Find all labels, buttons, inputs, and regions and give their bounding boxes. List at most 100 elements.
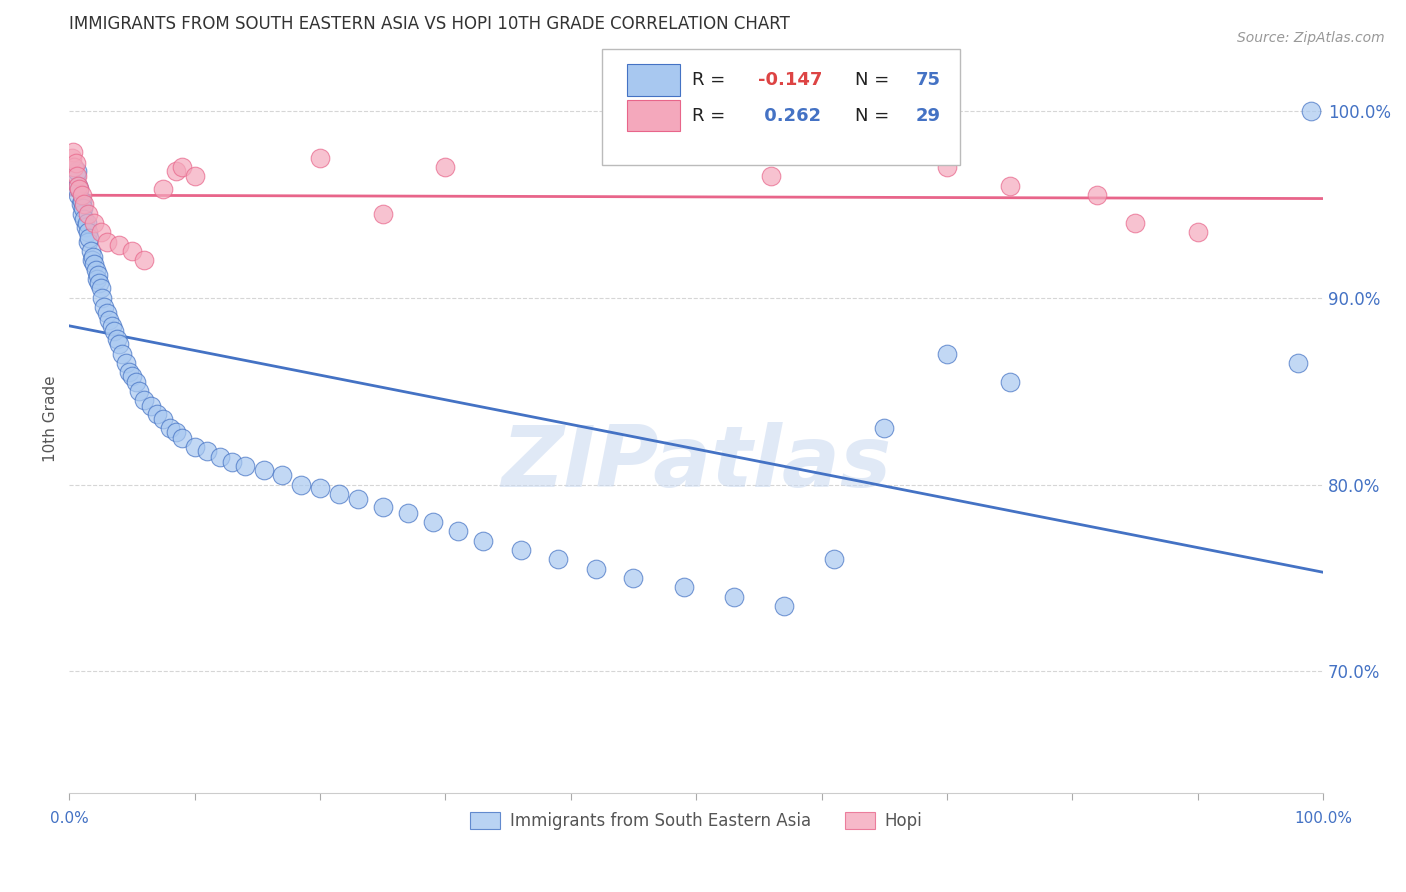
Text: R =: R = xyxy=(692,106,731,125)
Point xyxy=(183,440,205,454)
Point xyxy=(290,477,312,491)
Point xyxy=(103,325,125,339)
Point xyxy=(309,151,332,165)
Point xyxy=(328,487,350,501)
Point xyxy=(128,384,150,399)
Point xyxy=(62,145,84,160)
Point xyxy=(172,431,194,445)
Point xyxy=(118,366,141,380)
Point xyxy=(121,369,143,384)
Point xyxy=(66,188,89,202)
Y-axis label: 10th Grade: 10th Grade xyxy=(44,376,58,462)
Point xyxy=(65,156,87,170)
Point xyxy=(70,207,93,221)
Point xyxy=(80,253,103,268)
Point xyxy=(509,542,531,557)
Text: N =: N = xyxy=(855,71,896,89)
Text: 29: 29 xyxy=(915,106,941,125)
Text: Source: ZipAtlas.com: Source: ZipAtlas.com xyxy=(1237,31,1385,45)
Point xyxy=(105,332,128,346)
Point xyxy=(114,356,136,370)
Point xyxy=(723,590,745,604)
Point xyxy=(998,375,1021,389)
Point xyxy=(86,272,108,286)
Point xyxy=(623,571,645,585)
Point xyxy=(183,169,205,184)
Point xyxy=(396,506,419,520)
Point xyxy=(146,407,169,421)
Point xyxy=(134,393,156,408)
Point xyxy=(773,599,796,613)
Point xyxy=(66,163,89,178)
Point xyxy=(79,231,101,245)
Point xyxy=(823,552,845,566)
Point xyxy=(134,253,156,268)
Point xyxy=(125,375,148,389)
Point xyxy=(165,425,187,440)
Point xyxy=(108,337,131,351)
Legend: Immigrants from South Eastern Asia, Hopi: Immigrants from South Eastern Asia, Hopi xyxy=(464,805,929,837)
Point xyxy=(84,262,107,277)
Point xyxy=(70,194,93,208)
Point xyxy=(585,561,607,575)
Point xyxy=(67,182,90,196)
Point xyxy=(309,481,332,495)
Point xyxy=(371,207,394,221)
Point xyxy=(165,163,187,178)
Text: 100.0%: 100.0% xyxy=(1294,812,1353,826)
Point xyxy=(66,178,89,193)
Point xyxy=(998,178,1021,193)
Point xyxy=(69,197,91,211)
Point xyxy=(233,458,256,473)
Text: N =: N = xyxy=(855,106,896,125)
Point xyxy=(346,492,368,507)
Text: R =: R = xyxy=(692,71,731,89)
Point xyxy=(62,160,84,174)
Point xyxy=(89,276,111,290)
Point xyxy=(82,250,104,264)
Point xyxy=(195,444,218,458)
Point xyxy=(1087,188,1109,202)
Point xyxy=(271,468,294,483)
Point xyxy=(472,533,495,548)
Point xyxy=(172,160,194,174)
Point xyxy=(90,281,112,295)
Point xyxy=(73,212,96,227)
Point xyxy=(422,515,444,529)
Text: 75: 75 xyxy=(915,71,941,89)
Point xyxy=(252,462,274,476)
Point xyxy=(98,313,121,327)
Point xyxy=(208,450,231,464)
Text: -0.147: -0.147 xyxy=(758,71,823,89)
Point xyxy=(152,412,174,426)
Point xyxy=(139,399,162,413)
Point xyxy=(101,318,124,333)
Point xyxy=(83,216,105,230)
Point xyxy=(447,524,470,539)
Point xyxy=(66,178,89,193)
Point xyxy=(936,347,959,361)
Point xyxy=(67,182,90,196)
Point xyxy=(1299,103,1322,118)
Point xyxy=(1286,356,1309,370)
FancyBboxPatch shape xyxy=(627,64,681,95)
Point xyxy=(434,160,457,174)
Point xyxy=(90,226,112,240)
Point xyxy=(108,238,131,252)
Point xyxy=(371,500,394,514)
Point xyxy=(75,219,97,234)
Point xyxy=(1123,216,1146,230)
Point xyxy=(73,197,96,211)
Point xyxy=(873,421,896,435)
Point xyxy=(76,216,98,230)
FancyBboxPatch shape xyxy=(602,49,959,165)
Point xyxy=(65,169,87,184)
Point xyxy=(93,300,115,314)
Point xyxy=(90,291,112,305)
Point xyxy=(152,182,174,196)
Point xyxy=(111,347,134,361)
Point xyxy=(121,244,143,258)
Point xyxy=(761,169,783,184)
Point xyxy=(66,169,89,184)
Point xyxy=(83,257,105,271)
